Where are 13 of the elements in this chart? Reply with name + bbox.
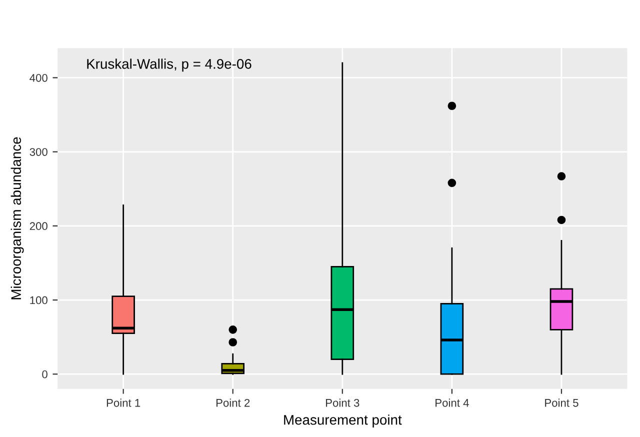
x-tick-label: Point 3 — [326, 398, 360, 407]
annotation: Kruskal-Wallis, p = 4.9e-06 — [87, 58, 252, 72]
x-tick-label: Point 5 — [545, 398, 578, 407]
y-tick-label: 100 — [30, 296, 48, 304]
x-tick-label: Point 1 — [106, 398, 140, 407]
x-tick-label: Point 2 — [216, 398, 250, 407]
y-tick-label: 200 — [30, 222, 48, 230]
y-tick-label: 0 — [42, 370, 48, 378]
x-axis-title: Measurement point — [284, 414, 402, 428]
y-axis-title: Microorganism abundance — [10, 137, 24, 300]
x-tick-label: Point 4 — [436, 398, 469, 407]
y-tick-label: 300 — [30, 148, 48, 156]
y-tick-label: 400 — [30, 74, 48, 82]
